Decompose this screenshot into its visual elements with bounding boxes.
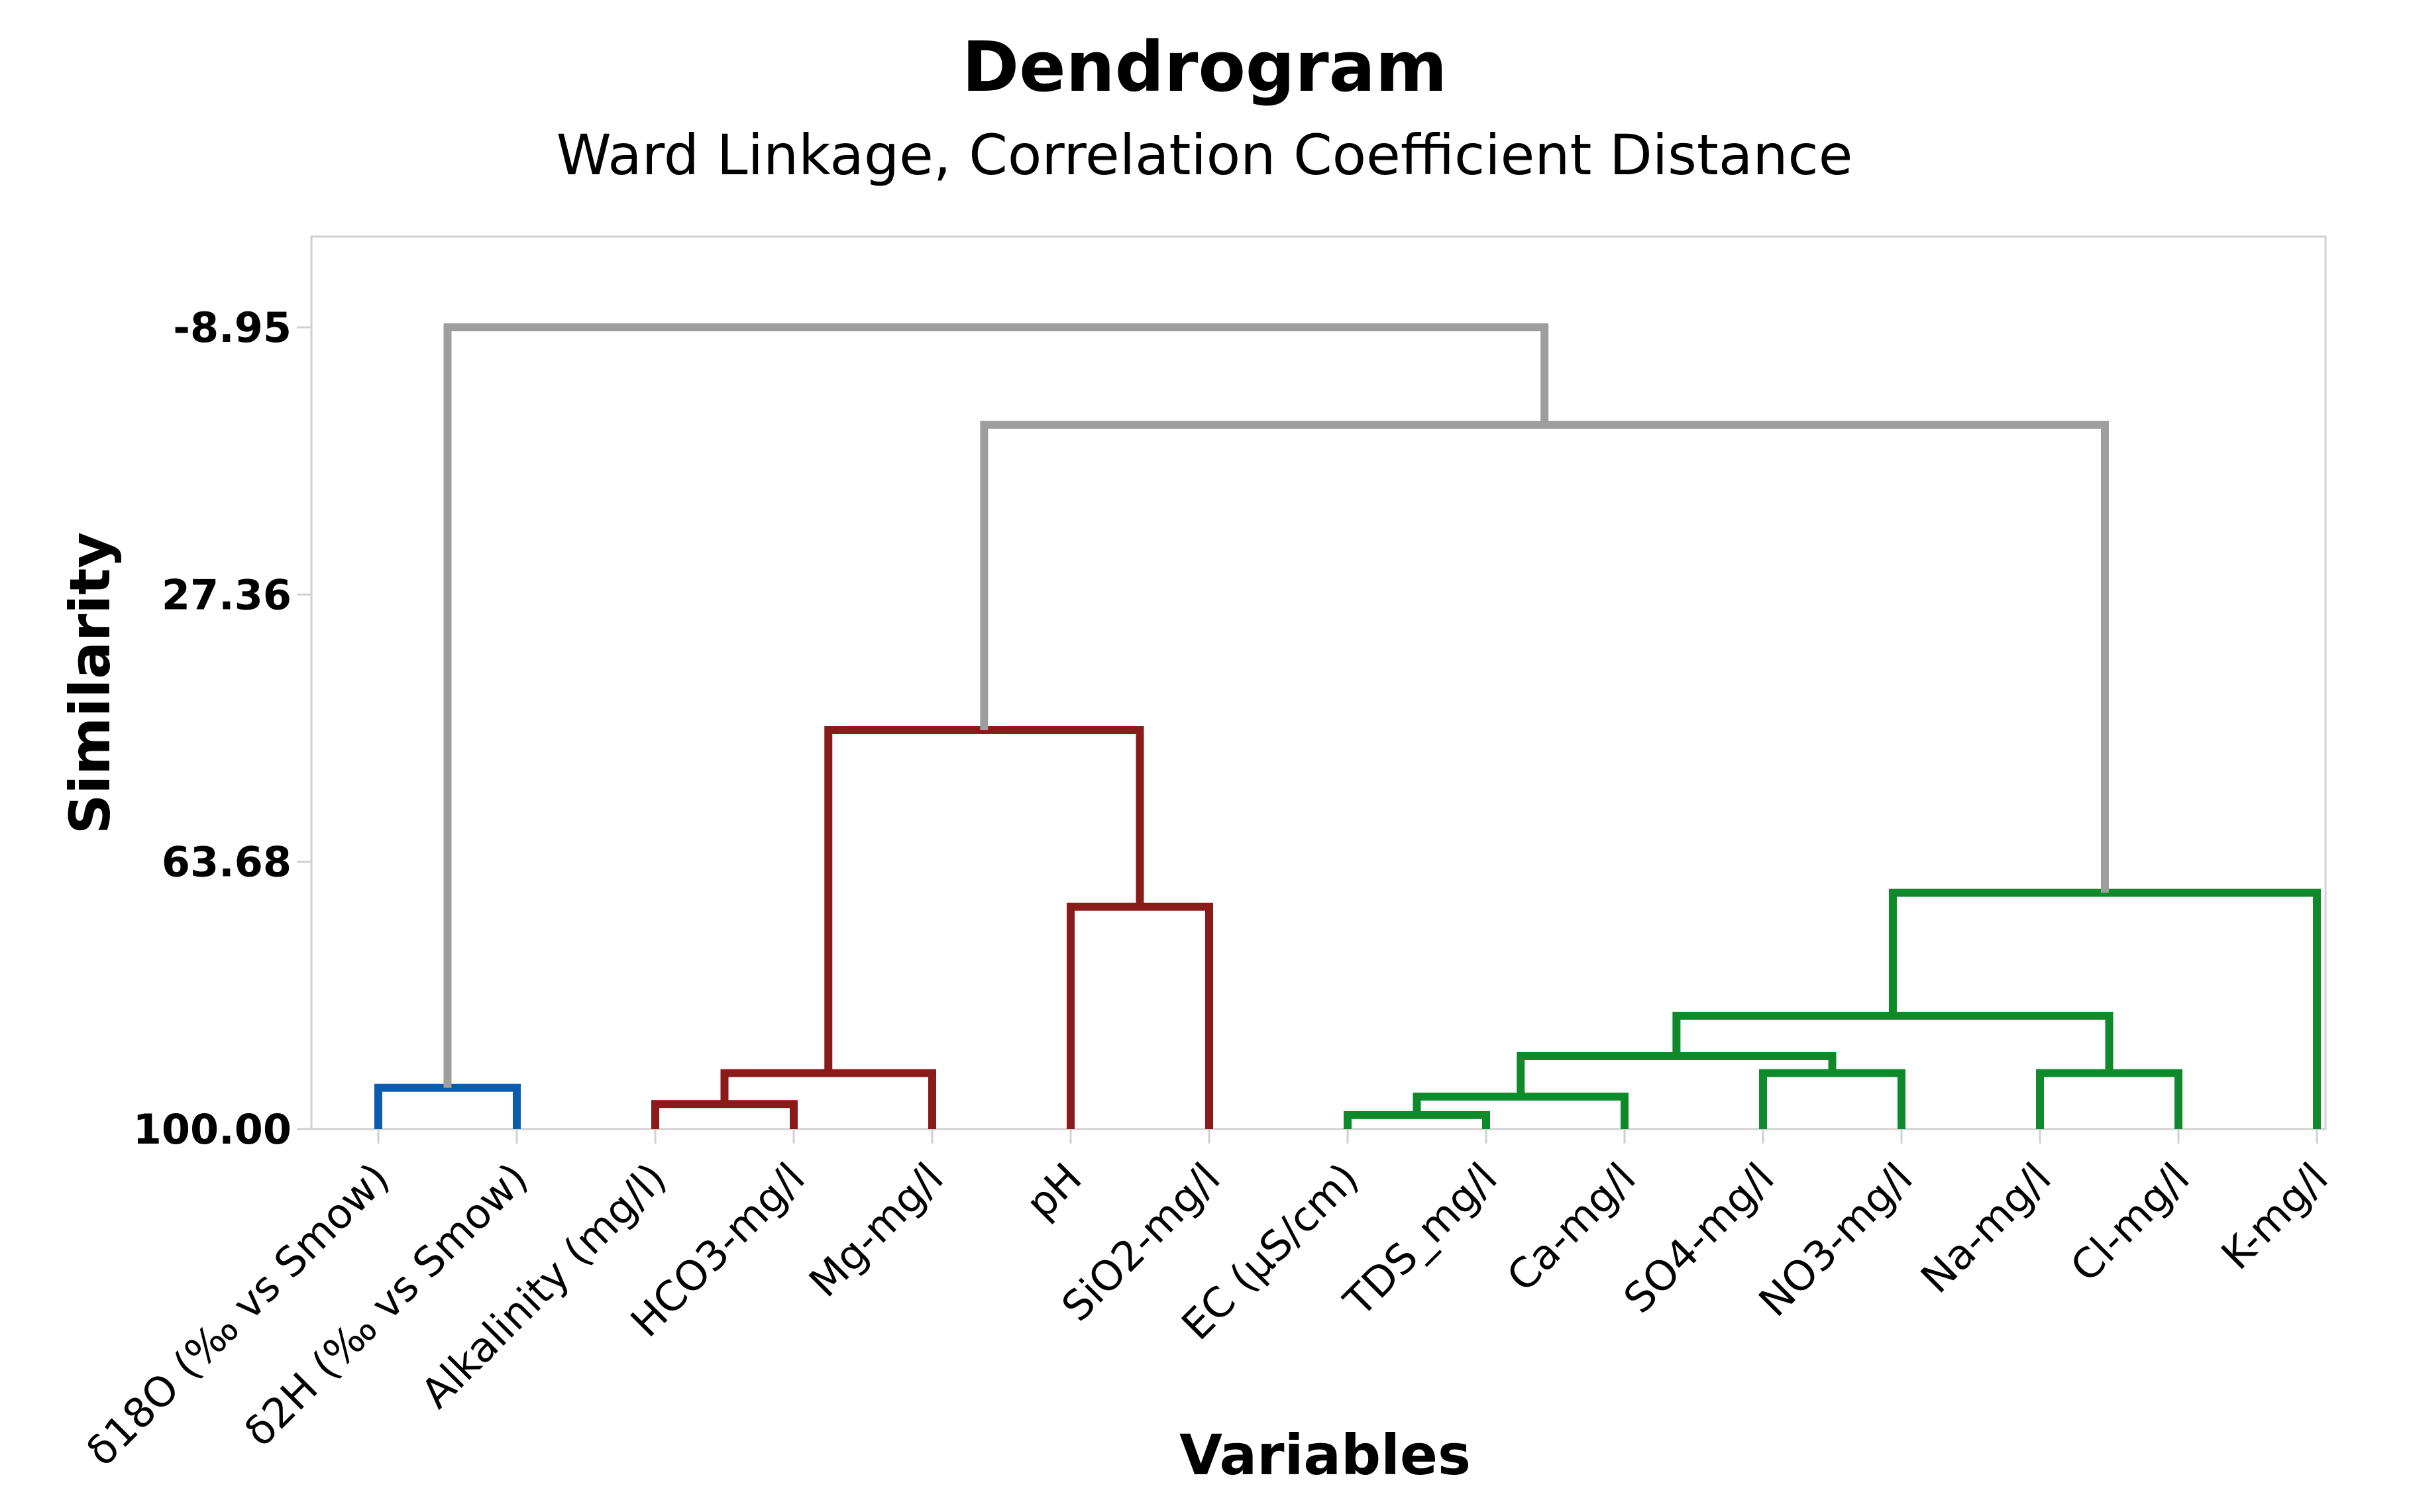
- leaf-label: Na-mg/l: [1911, 1154, 2061, 1303]
- y-tick-label: 27.36: [162, 570, 292, 619]
- dendrogram-link-c10: [1888, 889, 2321, 1129]
- y-axis: -8.95 27.36 63.68 100.00: [133, 303, 311, 1154]
- dendrogram-link-c7: [2036, 1069, 2182, 1129]
- dendrogram-link-c9: [1672, 1011, 2114, 1073]
- leaf-label: NO3-mg/l: [1749, 1154, 1921, 1326]
- plot-frame: [310, 235, 2327, 1130]
- y-tick-label: 100.00: [133, 1105, 292, 1154]
- leaf-label: Mg-mg/l: [800, 1154, 953, 1307]
- dendrogram-links: [374, 323, 2321, 1129]
- y-axis-title: Similarity: [58, 532, 123, 834]
- dendrogram-link-c4: [374, 1083, 521, 1129]
- chart-title: Dendrogram: [961, 27, 1448, 107]
- dendrogram-link-c14: [443, 323, 1549, 1088]
- leaf-label: Ca-mg/l: [1497, 1154, 1644, 1301]
- dendrogram-link-c2: [651, 1100, 798, 1129]
- leaf-label: K-mg/l: [2212, 1154, 2337, 1279]
- dendrogram-link-c12: [824, 726, 1144, 1073]
- chart-subtitle: Ward Linkage, Correlation Coefficient Di…: [556, 123, 1853, 188]
- y-tick-label: -8.95: [173, 303, 292, 352]
- leaf-label: pH: [1016, 1154, 1091, 1228]
- dendrogram-link-c13: [980, 421, 2109, 893]
- dendrogram-link-c1: [1344, 1110, 1490, 1129]
- leaf-label: Alkalinity (mg/l): [411, 1154, 675, 1417]
- leaf-label: TDS_mg/l: [1334, 1154, 1507, 1326]
- x-axis-title: Variables: [1179, 1423, 1471, 1487]
- y-tick-label: 63.68: [162, 838, 292, 887]
- dendrogram-link-c6: [1759, 1069, 1905, 1129]
- dendrogram-link-c11: [1067, 902, 1213, 1129]
- leaf-label: Cl-mg/l: [2061, 1154, 2199, 1291]
